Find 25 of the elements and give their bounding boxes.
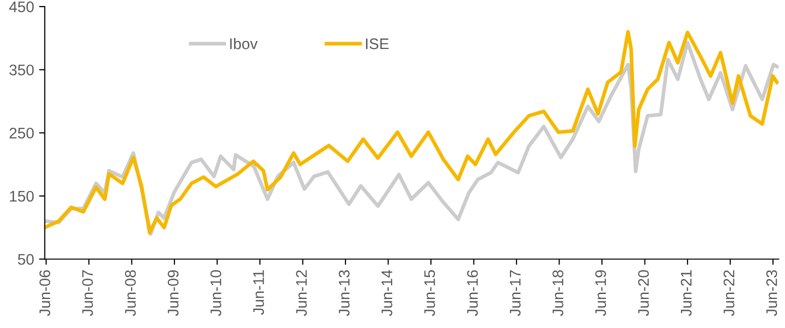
x-tick-label: Jun-14 [382, 270, 392, 316]
x-tick-label: Jun-18 [552, 270, 564, 316]
x-tick-label: Jun-23 [766, 270, 778, 316]
y-tick-label: 250 [10, 128, 34, 139]
y-tick-label: 350 [9, 64, 34, 76]
x-tick-label: Jun-11 [253, 270, 264, 315]
x-tick-label: Jun-08 [125, 270, 136, 316]
y-tick-label: 450 [9, 1, 34, 12]
x-tick-label: Jun-16 [467, 270, 478, 316]
x-tick-label: Jun-21 [680, 270, 692, 316]
x-tick-label: Jun-12 [296, 270, 307, 316]
y-tick-label: 150 [10, 190, 34, 202]
x-tick-label: Jun-22 [724, 270, 734, 316]
x-tick-label: Jun-20 [638, 270, 649, 316]
x-tick-label: Jun-10 [210, 270, 222, 316]
x-tick-label: Jun-07 [82, 270, 93, 316]
x-tick-label: Jun-19 [595, 270, 606, 316]
x-tick-label: Jun-13 [338, 270, 350, 316]
legend-label: ISE [366, 38, 389, 50]
x-tick-label: Jun-15 [424, 270, 436, 316]
x-tick-label: Jun-17 [510, 270, 521, 316]
x-tick-label: Jun-06 [39, 270, 50, 316]
x-tick-label: Jun-09 [168, 270, 179, 316]
y-tick-label: 50 [18, 254, 34, 265]
legend-label: Ibov [230, 38, 258, 50]
